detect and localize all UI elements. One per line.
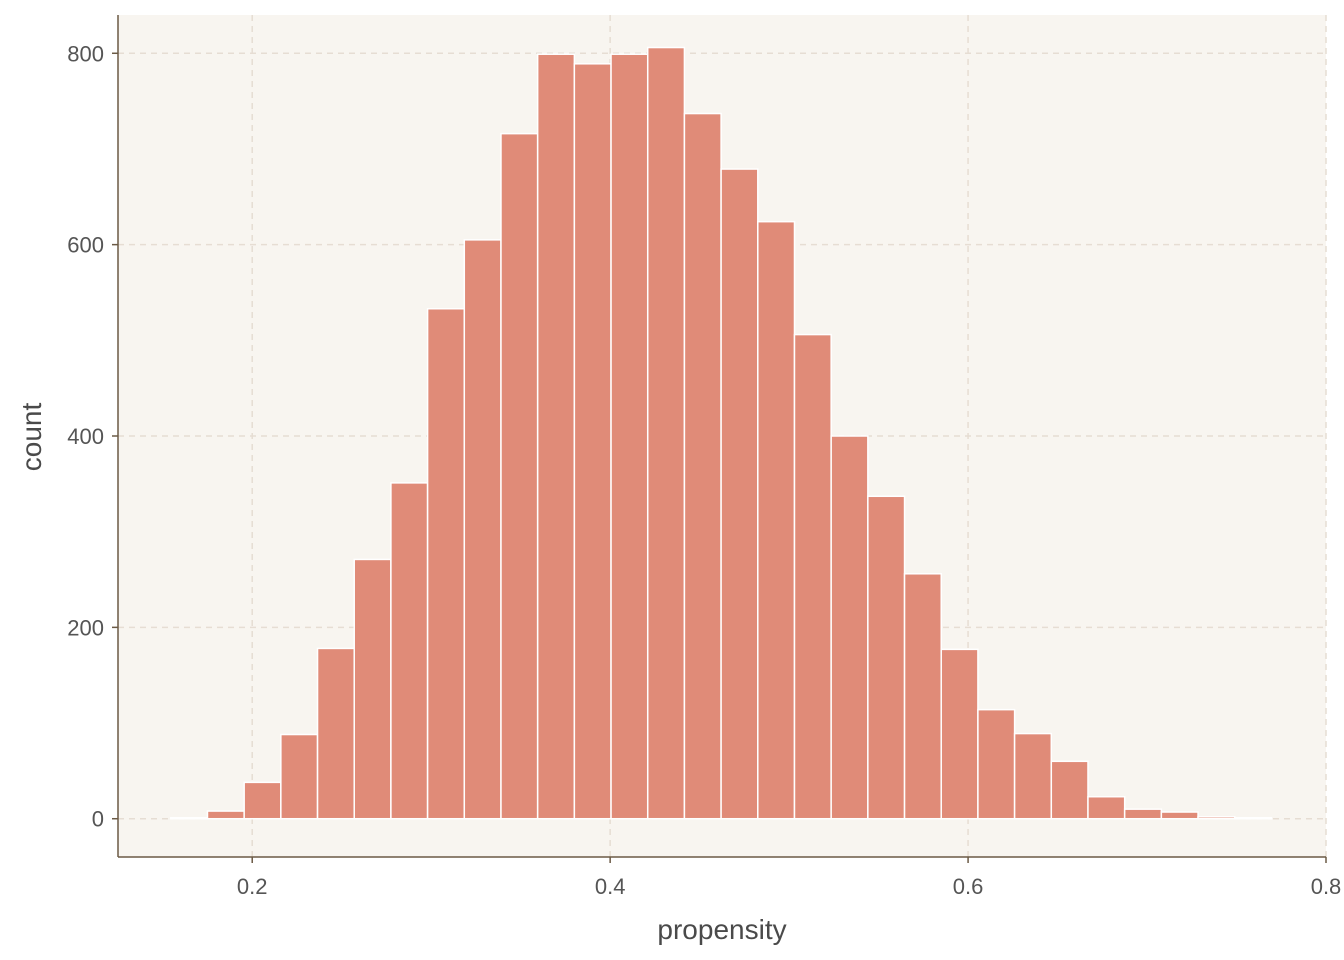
histogram-bar: [757, 220, 796, 820]
histogram-bar: [1160, 811, 1199, 820]
x-tick-label: 0.2: [237, 874, 268, 899]
y-axis-title: count: [16, 403, 47, 472]
histogram-bars: [170, 46, 1273, 820]
histogram-bar: [1233, 817, 1273, 820]
x-axis-title: propensity: [657, 914, 786, 945]
y-tick-label: 0: [92, 807, 104, 832]
histogram-bar: [536, 53, 576, 820]
histogram-bar: [1087, 795, 1126, 820]
x-tick-label: 0.8: [1311, 874, 1342, 899]
histogram-bar: [977, 708, 1016, 820]
histogram-bar: [720, 168, 759, 820]
y-tick-label: 600: [67, 233, 104, 258]
histogram-bar: [867, 495, 906, 820]
histogram-bar: [243, 781, 282, 820]
histogram-bar: [426, 307, 466, 820]
histogram-bar: [610, 53, 649, 820]
histogram-bar: [683, 112, 722, 820]
histogram-bar: [1197, 816, 1236, 820]
x-tick-label: 0.4: [595, 874, 626, 899]
histogram-bar: [793, 333, 832, 820]
x-axis-ticks: 0.2 0.4 0.6 0.8: [237, 857, 1341, 899]
histogram-bar: [903, 573, 942, 820]
histogram-bar: [1050, 760, 1089, 820]
y-tick-label: 400: [67, 424, 104, 449]
histogram-bar: [353, 558, 392, 820]
histogram-bar: [463, 239, 502, 820]
histogram-bar: [500, 132, 539, 820]
histogram-bar: [390, 482, 429, 820]
histogram-bar: [206, 810, 245, 820]
histogram-bar: [646, 46, 686, 820]
histogram-bar: [830, 435, 869, 820]
x-tick-label: 0.6: [953, 874, 984, 899]
histogram-bar: [1013, 732, 1053, 820]
histogram-bar: [316, 647, 355, 820]
y-tick-label: 800: [67, 41, 104, 66]
y-tick-label: 200: [67, 615, 104, 640]
histogram-bar: [1123, 808, 1163, 820]
histogram-bar: [170, 817, 209, 820]
histogram-bar: [573, 63, 612, 820]
histogram-bar: [940, 648, 979, 820]
y-axis-ticks: 0 200 400 600 800: [67, 41, 118, 832]
histogram-bar: [280, 733, 319, 820]
